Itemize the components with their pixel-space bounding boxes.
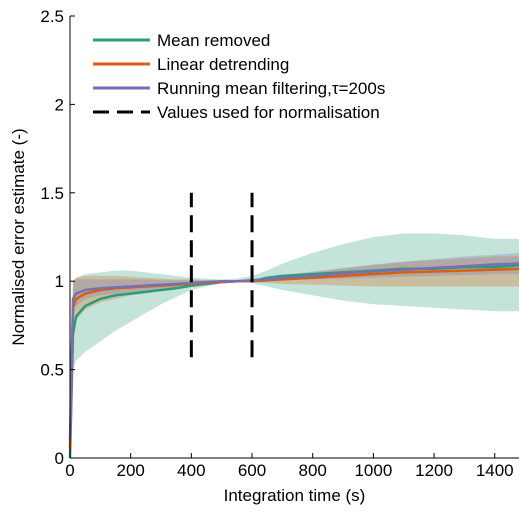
legend-label-mean_removed: Mean removed xyxy=(157,31,270,50)
x-tick-label: 400 xyxy=(177,461,205,480)
tick-labels: 0 200 400 600 800 1000 1200 1400 0 0.5 1 1.5 2 2.5 xyxy=(40,7,513,480)
linear_detrending-band xyxy=(70,256,519,458)
axes xyxy=(69,15,519,459)
x-axis-label: Integration time (s) xyxy=(224,486,366,505)
mean_removed-band xyxy=(70,233,519,458)
running_mean-line xyxy=(68,262,520,441)
x-tick-label: 600 xyxy=(238,461,266,480)
legend-label-normalisation: Values used for normalisation xyxy=(157,103,380,122)
y-axis-label: Normalised error estimate (-) xyxy=(9,128,28,345)
legend-box xyxy=(76,24,421,132)
x-tick-label: 800 xyxy=(299,461,327,480)
y-tick-label: 2.5 xyxy=(40,7,64,26)
legend: Mean removed Linear detrending Running mea… xyxy=(76,24,421,132)
series-lines xyxy=(68,262,520,459)
uncertainty-bands xyxy=(70,233,519,458)
y-tick-label: 1 xyxy=(55,272,64,291)
normalisation-markers xyxy=(189,192,254,358)
x-tick-label: 200 xyxy=(116,461,144,480)
y-tick-label: 0.5 xyxy=(40,361,64,380)
legend-label-linear_detrending: Linear detrending xyxy=(157,55,289,74)
x-tick-label: 1000 xyxy=(354,461,392,480)
axis-labels: Integration time (s) Normalised error es… xyxy=(9,128,365,505)
legend-label-running_mean: Running mean filtering,τ=200s xyxy=(157,79,385,98)
y-tick-label: 1.5 xyxy=(40,184,64,203)
x-tick-label: 1200 xyxy=(415,461,453,480)
x-tick-label: 1400 xyxy=(476,461,514,480)
y-tick-label: 0 xyxy=(55,449,64,468)
running_mean-band xyxy=(70,252,519,450)
x-tick-label: 0 xyxy=(65,461,74,480)
y-tick-label: 2 xyxy=(55,95,64,114)
